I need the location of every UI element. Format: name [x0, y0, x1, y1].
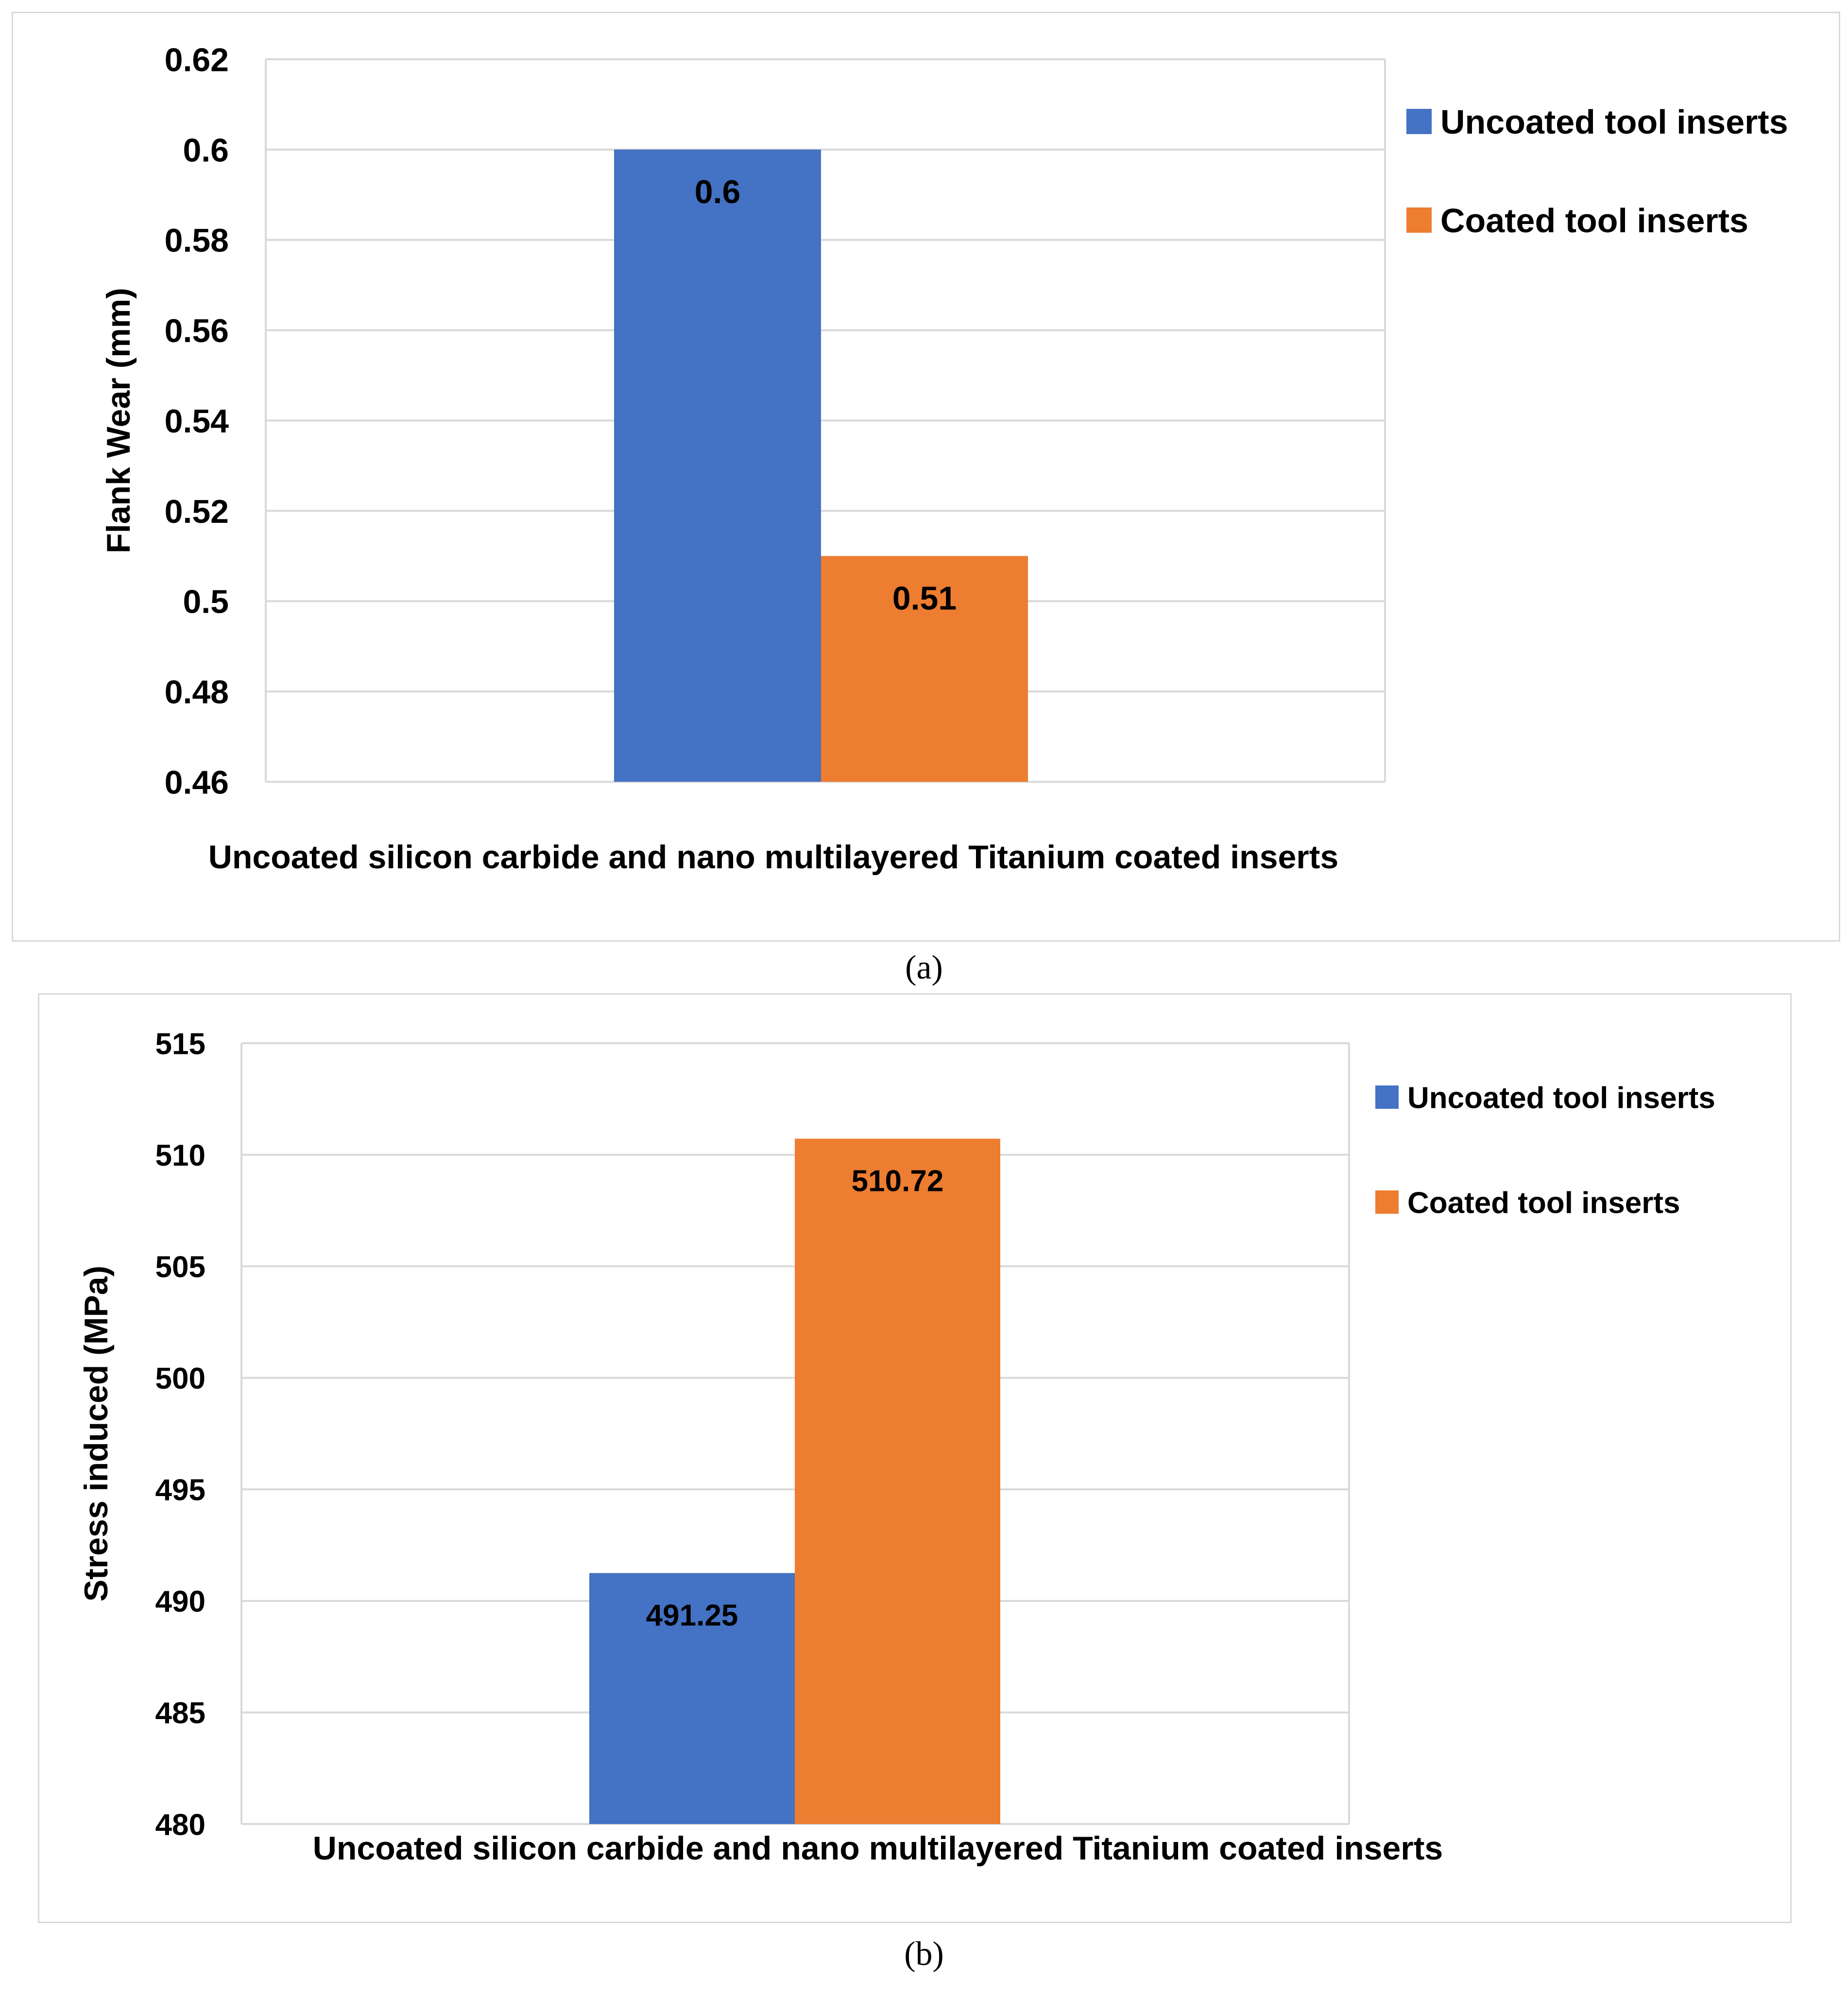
chart-a-legend-swatch — [1406, 109, 1432, 134]
chart-b-bar — [589, 1573, 795, 1824]
chart-b-y-tick-label: 505 — [155, 1250, 205, 1284]
chart-b-svg: 480 485 490 495 500 505 510 515 491.25 510.72 Stre… — [78, 1027, 1715, 1867]
chart-b-legend-label: Coated tool inserts — [1407, 1186, 1680, 1220]
chart-b-y-tick-label: 515 — [155, 1027, 205, 1061]
chart-a-legend-swatch — [1406, 207, 1432, 233]
chart-b-legend-swatch — [1375, 1190, 1399, 1214]
chart-a-bar — [614, 149, 821, 782]
chart-a-legend-label: Uncoated tool inserts — [1440, 103, 1788, 141]
chart-panel-b: 480 485 490 495 500 505 510 515 491.25 510.72 Stre… — [38, 993, 1792, 1923]
chart-b-x-axis-title: Uncoated silicon carbide and nano multil… — [313, 1830, 1443, 1867]
chart-a-y-tick-label: 0.56 — [165, 312, 229, 349]
chart-b-legend-swatch — [1375, 1085, 1399, 1109]
chart-b-y-tick-label: 480 — [155, 1808, 205, 1842]
chart-b-data-label: 510.72 — [852, 1165, 944, 1198]
chart-b-y-tick-label: 495 — [155, 1474, 205, 1507]
chart-a-y-tick-label: 0.46 — [165, 764, 229, 801]
chart-a-y-tick-label: 0.6 — [183, 132, 229, 169]
chart-a-svg: 0.46 0.48 0.5 0.52 0.54 0.56 0.58 0.6 0.62 0.6 0.5… — [100, 41, 1788, 876]
chart-a-data-label: 0.6 — [695, 173, 741, 210]
chart-a-y-axis-title: Flank Wear (mm) — [100, 288, 137, 553]
panel-label-a: (a) — [905, 949, 943, 986]
chart-b-y-axis-title: Stress induced (MPa) — [78, 1266, 115, 1602]
chart-a-x-axis-title: Uncoated silicon carbide and nano multil… — [208, 839, 1338, 876]
chart-b-y-tick-label: 490 — [155, 1585, 205, 1618]
chart-a-bar — [821, 556, 1028, 782]
chart-b-y-tick-label: 500 — [155, 1362, 205, 1395]
chart-b-y-tick-label: 485 — [155, 1697, 205, 1730]
panel-label-b: (b) — [904, 1935, 944, 1973]
chart-a-y-tick-label: 0.5 — [183, 584, 229, 620]
chart-a-legend-label: Coated tool inserts — [1440, 202, 1748, 240]
chart-a-y-tick-label: 0.62 — [165, 41, 229, 78]
chart-a-y-tick-label: 0.52 — [165, 493, 229, 530]
chart-b-legend-label: Uncoated tool inserts — [1407, 1081, 1715, 1115]
chart-a-y-tick-label: 0.58 — [165, 222, 229, 259]
chart-a-y-tick-label: 0.48 — [165, 674, 229, 711]
chart-a-data-label: 0.51 — [892, 580, 957, 617]
chart-a-y-tick-label: 0.54 — [165, 403, 229, 440]
chart-b-bar — [795, 1138, 1000, 1824]
chart-b-data-label: 491.25 — [646, 1599, 738, 1632]
chart-b-y-tick-label: 510 — [155, 1139, 205, 1172]
chart-panel-a: 0.46 0.48 0.5 0.52 0.54 0.56 0.58 0.6 0.62 0.6 0.5… — [12, 12, 1840, 942]
